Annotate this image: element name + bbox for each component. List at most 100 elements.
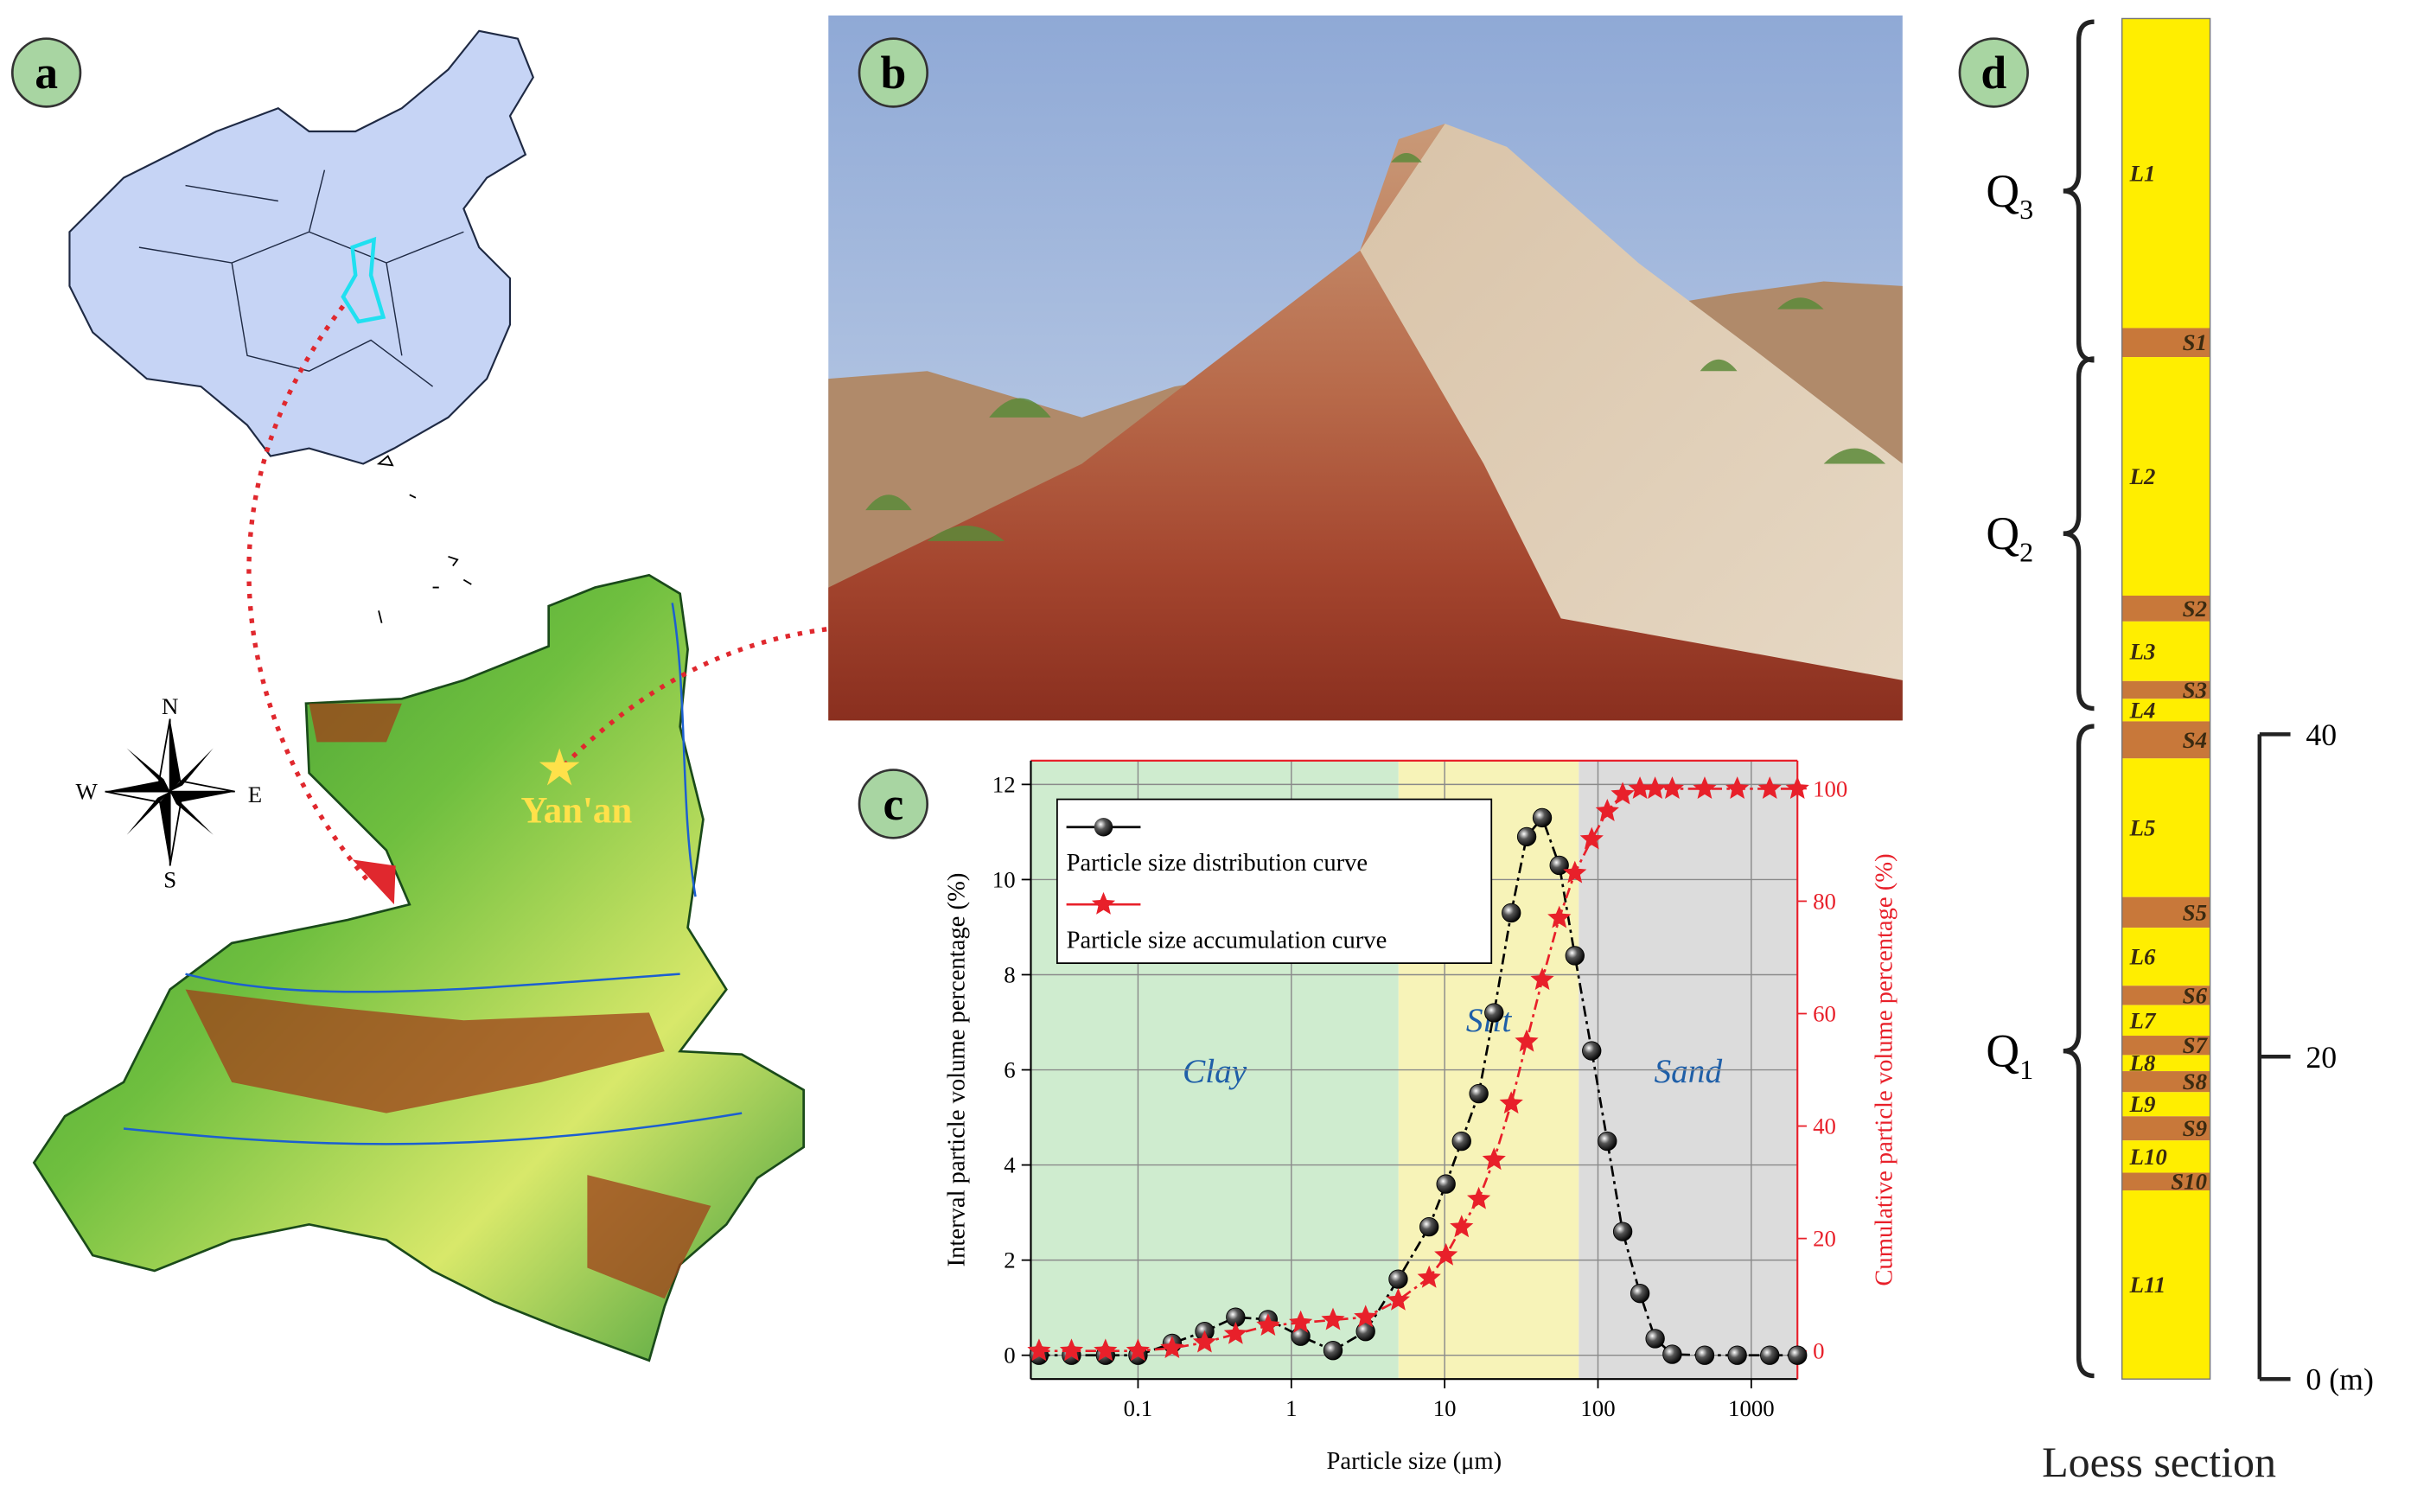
data-point (1466, 1186, 1491, 1209)
data-point (1532, 807, 1553, 828)
data-point (1579, 826, 1604, 850)
layer-label: L1 (2129, 160, 2156, 186)
shaanxi-highlight (341, 236, 386, 324)
data-point (1354, 1305, 1378, 1328)
layer (2121, 1005, 2210, 1037)
data-point (1611, 782, 1635, 805)
compass-e: E (248, 782, 262, 807)
y2-tick-label: 0 (1813, 1338, 1824, 1364)
panel-b-photo (828, 15, 1903, 721)
y-tick-label: 12 (992, 771, 1016, 797)
layer (2121, 1190, 2210, 1380)
data-point (1530, 967, 1554, 991)
y-tick-label: 6 (1004, 1056, 1015, 1082)
data-point (1565, 946, 1585, 966)
panel-label: b (880, 47, 906, 99)
data-point (1630, 1283, 1650, 1304)
x-tick-label: 1000 (1728, 1395, 1775, 1421)
data-point (1628, 776, 1652, 800)
data-point (1223, 1321, 1247, 1344)
period-label: Q1 (1986, 1025, 2033, 1085)
light-face (1360, 124, 1903, 680)
y-tick-label: 4 (1004, 1152, 1015, 1178)
layer (2121, 357, 2210, 596)
layer-label: L6 (2129, 944, 2156, 970)
data-point (1434, 1242, 1458, 1266)
layer (2121, 328, 2210, 358)
data-point (1484, 1003, 1504, 1023)
layer-label: L3 (2129, 638, 2156, 664)
panel-labels: a b c d (10, 37, 2029, 839)
layer-label: S5 (2183, 899, 2207, 925)
data-point (1436, 1174, 1456, 1194)
data-point (1482, 1147, 1506, 1171)
data-point (1499, 1091, 1523, 1114)
panel-c-chart: ClaySiltSand0.11101001000024681012020406… (944, 759, 1898, 1475)
scale-label: 40 (2306, 718, 2337, 752)
region-label: Sand (1654, 1052, 1722, 1090)
panel-label: a (35, 47, 58, 99)
data-point (1450, 1215, 1474, 1238)
y-tick-label: 0 (1004, 1343, 1015, 1368)
data-point (1563, 860, 1587, 884)
layer (2121, 986, 2210, 1005)
china-outline (68, 29, 534, 465)
province-borders (138, 169, 464, 387)
data-point (1094, 1338, 1118, 1362)
y2-axis-title: Cumulative particle volume percentage (%… (1871, 853, 1898, 1286)
data-point (1547, 905, 1572, 928)
layer (2121, 699, 2210, 722)
x-tick-label: 1 (1285, 1395, 1297, 1421)
panel-d-section: L1 S1 L2 S2 L3 S3 L4 S4 L5 S5 L6 S6 L7 S7 L8 S8 L9 S9 L10S… (1986, 17, 2374, 1486)
y2-tick-label: 40 (1813, 1113, 1836, 1139)
data-point (1516, 826, 1537, 847)
data-point (1660, 776, 1685, 800)
data-point (1645, 1329, 1665, 1349)
layer-label: L10 (2129, 1144, 2167, 1170)
arrowhead (352, 859, 396, 905)
data-point (1323, 1341, 1343, 1361)
data-point (1725, 776, 1750, 800)
y-tick-label: 2 (1004, 1247, 1015, 1273)
layer (2121, 1071, 2210, 1093)
layer-label: L8 (2129, 1050, 2156, 1076)
data-point (1027, 1338, 1051, 1362)
layer (2121, 1172, 2210, 1191)
period-symbol: Q (1986, 1025, 2019, 1077)
layer (2121, 595, 2210, 622)
legend-marker (1091, 891, 1116, 915)
arrow-to-map (246, 304, 373, 886)
period-subscript: 1 (2019, 1054, 2033, 1085)
data-point (1785, 776, 1809, 800)
data-point (1582, 1041, 1602, 1061)
data-point (1417, 1265, 1441, 1288)
compass-s: S (163, 867, 176, 893)
layer-label: L4 (2129, 697, 2156, 723)
x-tick-label: 10 (1433, 1395, 1457, 1421)
y2-tick-label: 60 (1813, 1000, 1836, 1026)
scale-label: 0 (m) (2306, 1362, 2373, 1397)
layer-label: L7 (2129, 1007, 2157, 1033)
layer (2121, 680, 2210, 699)
data-point (1549, 855, 1569, 876)
layer-label: L11 (2129, 1272, 2166, 1298)
data-point (1469, 1083, 1489, 1104)
legend-label: Particle size distribution curve (1067, 850, 1368, 877)
data-point (1386, 1287, 1411, 1311)
layer (2121, 896, 2210, 928)
data-point (1694, 1345, 1715, 1365)
layer (2121, 18, 2210, 329)
data-point (1419, 1216, 1439, 1237)
legend-marker (1094, 818, 1113, 837)
layer (2121, 1036, 2210, 1056)
x-tick-label: 0.1 (1124, 1395, 1153, 1421)
layer (2121, 758, 2210, 897)
layer-label: S8 (2183, 1069, 2207, 1094)
data-point (1126, 1338, 1150, 1362)
data-point (1693, 776, 1717, 800)
data-point (1160, 1336, 1184, 1359)
city-star (539, 748, 580, 786)
layer (2121, 621, 2210, 681)
